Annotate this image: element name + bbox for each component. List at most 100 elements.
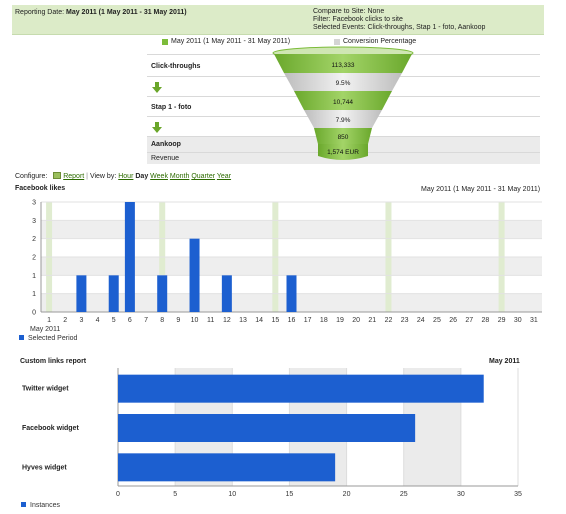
funnel-value-conversion-2: 7.9% <box>336 117 351 124</box>
configure-label: Configure: <box>15 173 48 180</box>
chart-bar <box>221 275 232 312</box>
events-value: Click-throughs, Stap 1 - foto, Aankoop <box>367 24 486 31</box>
funnel-row-label: Aankoop <box>151 141 181 148</box>
compare-value: None <box>367 8 385 15</box>
funnel-legend-conversion-swatch <box>334 39 340 45</box>
chart-bar <box>108 275 119 312</box>
view-by-year[interactable]: Year <box>216 173 232 180</box>
x-tick-label: 28 <box>482 317 490 324</box>
view-by-week[interactable]: Week <box>150 173 168 180</box>
x-tick-label: 13 <box>239 317 247 324</box>
funnel-legend-conversion-label: Conversion Percentage <box>343 38 417 45</box>
chart-bar <box>118 453 336 482</box>
x-tick-label: 20 <box>352 317 360 324</box>
legend-swatch <box>19 335 24 340</box>
x-tick-label: 35 <box>514 491 522 498</box>
category-label: Facebook widget <box>22 425 79 432</box>
x-tick-label: 23 <box>401 317 409 324</box>
funnel-segment-click-throughs <box>274 54 412 73</box>
x-tick-label: 5 <box>173 491 177 498</box>
chart-bar <box>157 275 168 312</box>
funnel-value-conversion-1: 9.5% <box>336 80 351 87</box>
conversion-funnel: 113,333 9.5% 10,744 7.9% 850 1,574 EUR <box>272 46 414 160</box>
x-tick-label: 30 <box>514 317 522 324</box>
x-tick-label: 18 <box>320 317 328 324</box>
x-tick-label: 19 <box>336 317 344 324</box>
y-tick-label: 0 <box>32 310 36 317</box>
filter: Filter: Facebook clicks to site <box>313 16 403 24</box>
y-tick-label: 1 <box>32 291 36 298</box>
x-tick-label: 9 <box>176 317 180 324</box>
x-tick-label: 5 <box>112 317 116 324</box>
x-tick-label: 29 <box>498 317 506 324</box>
chart-band <box>41 220 542 239</box>
x-tick-label: 10 <box>228 491 236 498</box>
x-tick-label: 22 <box>385 317 393 324</box>
chart-bar <box>286 275 297 312</box>
x-tick-label: 26 <box>449 317 457 324</box>
y-tick-label: 1 <box>32 273 36 280</box>
x-tick-label: 11 <box>207 317 214 324</box>
y-tick-label: 3 <box>32 218 36 225</box>
events-label: Selected Events: <box>313 24 366 31</box>
selected-events: Selected Events: Click-throughs, Stap 1 … <box>313 24 485 32</box>
chart-custom-links: 0 5 10 15 20 25 30 35 Twitter widget Facebook wid… <box>21 368 522 509</box>
chart-bar <box>118 374 484 403</box>
x-tick-label: 10 <box>191 317 199 324</box>
configure-bar: Configure: Report | View by: Hour Day We… <box>15 172 232 180</box>
y-tick-label: 2 <box>32 236 36 243</box>
x-tick-label: 30 <box>457 491 465 498</box>
view-by-day[interactable]: Day <box>135 173 149 180</box>
funnel-value-revenue: 1,574 EUR <box>327 149 359 156</box>
filter-label: Filter: <box>313 16 331 23</box>
x-tick-label: 21 <box>368 317 376 324</box>
chart-facebook-likes-period: May 2011 (1 May 2011 - 31 May 2011) <box>421 186 541 193</box>
x-tick-label: 6 <box>128 317 132 324</box>
chart-facebook-likes-title: Facebook likes <box>15 185 66 192</box>
funnel-value-aankoop: 850 <box>338 134 349 141</box>
chart-bar <box>118 414 416 442</box>
x-tick-label: 15 <box>286 491 294 498</box>
funnel-segment-revenue <box>318 144 368 160</box>
chart-bar <box>124 202 135 312</box>
report-header <box>12 5 544 35</box>
chart-band <box>41 257 542 276</box>
compare-to-site: Compare to Site: None <box>313 8 384 16</box>
compare-label: Compare to Site: <box>313 8 366 15</box>
chart-bar <box>189 238 200 312</box>
y-tick-label: 2 <box>32 255 36 262</box>
funnel-row-label: Click-throughs <box>151 63 201 70</box>
x-tick-label: 0 <box>116 491 120 498</box>
x-tick-label: 7 <box>144 317 148 324</box>
x-tick-label: 24 <box>417 317 425 324</box>
x-tick-label: 3 <box>79 317 83 324</box>
filter-value: Facebook clicks to site <box>332 16 403 23</box>
funnel-legend-period-swatch <box>162 39 168 45</box>
x-tick-label: 20 <box>343 491 351 498</box>
funnel-row-label: Stap 1 - foto <box>151 104 192 111</box>
x-tick-label: 8 <box>160 317 164 324</box>
funnel-revenue-label: Revenue <box>151 155 180 162</box>
view-by-hour[interactable]: Hour <box>118 173 134 180</box>
report-icon[interactable] <box>53 172 62 179</box>
legend-label: Selected Period <box>28 335 78 342</box>
reporting-date: Reporting Date: May 2011 (1 May 2011 - 3… <box>15 9 187 17</box>
view-by-quarter[interactable]: Quarter <box>191 173 216 180</box>
view-by-month[interactable]: Month <box>169 173 190 180</box>
x-tick-label: 31 <box>530 317 538 324</box>
x-tick-label: 4 <box>96 317 100 324</box>
report-link[interactable]: Report <box>63 173 85 180</box>
legend-swatch <box>21 502 26 507</box>
x-tick-label: 15 <box>271 317 279 324</box>
reporting-date-label: Reporting Date: <box>15 9 65 16</box>
funnel-legend-period-label: May 2011 (1 May 2011 - 31 May 2011) <box>171 38 291 45</box>
x-tick-label: 25 <box>400 491 408 498</box>
chart-custom-links-title: Custom links report <box>20 358 87 365</box>
x-tick-label: 2 <box>63 317 67 324</box>
y-tick-label: 3 <box>32 200 36 207</box>
x-tick-label: 1 <box>47 317 51 324</box>
view-by-label: View by: <box>89 173 117 180</box>
chart-custom-links-period: May 2011 <box>489 358 520 365</box>
funnel-segment-conversion-2 <box>304 110 382 128</box>
